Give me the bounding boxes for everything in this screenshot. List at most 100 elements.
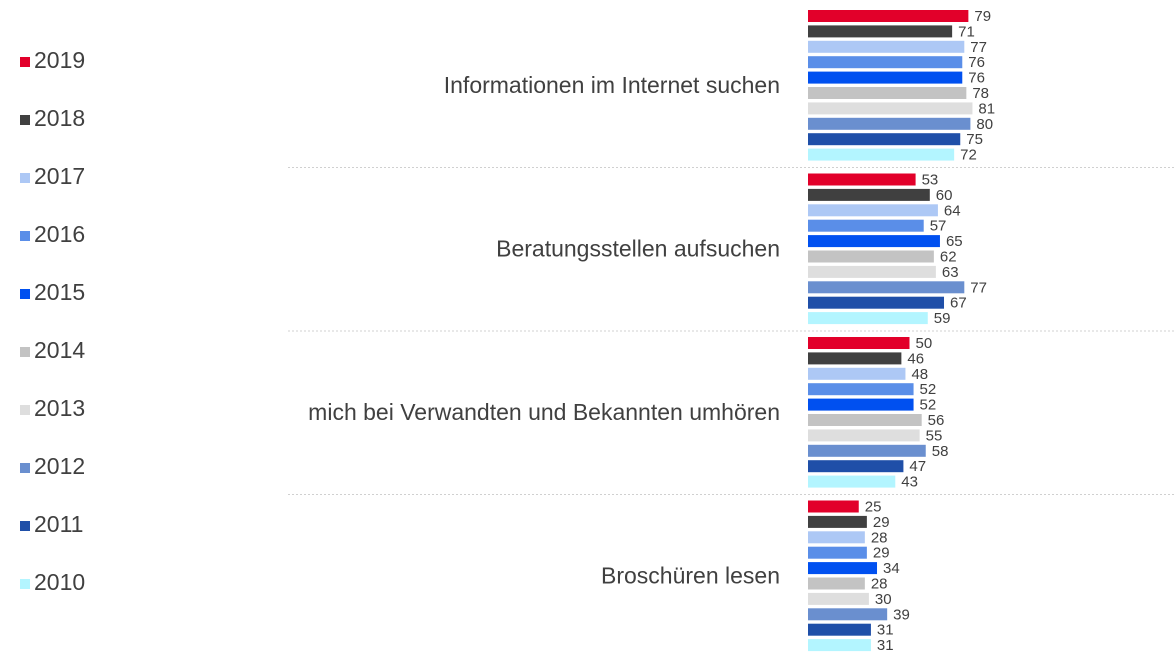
- bar: [808, 562, 878, 575]
- value-label: 48: [911, 366, 928, 383]
- bar: [808, 312, 928, 325]
- legend-swatch: [20, 173, 30, 183]
- value-label: 57: [930, 218, 947, 235]
- bar: [808, 204, 938, 217]
- bar: [808, 56, 963, 69]
- value-label: 60: [936, 187, 953, 204]
- value-label: 28: [871, 529, 888, 546]
- bar: [808, 460, 904, 473]
- value-label: 29: [873, 545, 890, 562]
- bar: [808, 71, 963, 84]
- value-label: 43: [901, 474, 918, 491]
- legend-label: 2015: [34, 279, 85, 305]
- value-label: 65: [946, 233, 963, 250]
- bar: [808, 265, 936, 278]
- legend-label: 2014: [34, 337, 85, 363]
- bar: [808, 25, 953, 38]
- bar: [808, 398, 914, 411]
- bar: [808, 296, 945, 309]
- bar: [808, 367, 906, 380]
- value-label: 47: [909, 458, 926, 475]
- bar: [808, 281, 965, 294]
- value-label: 31: [877, 637, 894, 652]
- value-label: 55: [926, 427, 943, 444]
- legend-label: 2016: [34, 221, 85, 247]
- bar: [808, 608, 888, 621]
- value-label: 56: [928, 412, 945, 429]
- bar: [808, 337, 910, 349]
- value-label: 63: [942, 264, 959, 281]
- value-label: 34: [883, 560, 900, 577]
- bar: [808, 173, 916, 186]
- bar: [808, 219, 924, 232]
- bar: [808, 475, 896, 488]
- legend-label: 2012: [34, 453, 85, 479]
- value-label: 46: [907, 350, 924, 367]
- legend-swatch: [20, 579, 30, 589]
- bar: [808, 352, 902, 365]
- bar: [808, 429, 920, 442]
- value-label: 75: [966, 131, 983, 148]
- bar: [808, 515, 867, 528]
- category-label: Informationen im Internet suchen: [444, 72, 780, 98]
- bar: [808, 133, 961, 146]
- bar: [808, 414, 922, 426]
- legend-swatch: [20, 231, 30, 241]
- value-label: 29: [873, 514, 890, 531]
- legend-swatch: [20, 521, 30, 531]
- value-label: 67: [950, 295, 967, 312]
- value-label: 78: [972, 85, 989, 102]
- value-label: 72: [960, 147, 977, 164]
- value-label: 31: [877, 622, 894, 639]
- bar: [808, 531, 865, 544]
- legend-swatch: [20, 347, 30, 357]
- bar: [808, 639, 871, 652]
- bar: [808, 577, 865, 590]
- value-label: 30: [875, 591, 892, 608]
- value-label: 71: [958, 23, 975, 40]
- legend-label: 2019: [34, 47, 85, 73]
- value-label: 53: [922, 171, 939, 188]
- value-label: 77: [970, 39, 987, 56]
- legend-label: 2010: [34, 569, 85, 595]
- bar: [808, 546, 867, 559]
- bar: [808, 102, 973, 115]
- value-label: 76: [968, 70, 985, 87]
- bar: [808, 592, 869, 605]
- category-label: Beratungsstellen aufsuchen: [496, 236, 780, 262]
- bar: [808, 40, 965, 53]
- value-label: 76: [968, 54, 985, 71]
- legend-swatch: [20, 57, 30, 67]
- bar: [808, 10, 969, 22]
- legend-swatch: [20, 115, 30, 125]
- value-label: 62: [940, 248, 957, 265]
- value-label: 25: [865, 498, 882, 515]
- bar: [808, 148, 955, 161]
- legend-label: 2018: [34, 105, 85, 131]
- legend-label: 2013: [34, 395, 85, 421]
- value-label: 39: [893, 606, 910, 623]
- value-label: 50: [916, 335, 933, 352]
- legend-swatch: [20, 289, 30, 299]
- bar: [808, 250, 934, 263]
- bar: [808, 235, 940, 248]
- legend-swatch: [20, 405, 30, 415]
- bar: [808, 87, 967, 99]
- category-label: Broschüren lesen: [601, 563, 780, 589]
- bar: [808, 623, 871, 636]
- value-label: 77: [970, 279, 987, 296]
- bar: [808, 500, 859, 513]
- value-label: 79: [974, 8, 991, 25]
- bar: [808, 444, 926, 457]
- legend-label: 2011: [34, 511, 83, 537]
- bar: [808, 383, 914, 396]
- value-label: 64: [944, 202, 961, 219]
- legend-swatch: [20, 463, 30, 473]
- value-label: 81: [978, 100, 995, 117]
- category-label: mich bei Verwandten und Bekannten umhöre…: [308, 399, 780, 425]
- value-label: 58: [932, 443, 949, 460]
- value-label: 80: [976, 116, 993, 133]
- value-label: 52: [920, 397, 937, 414]
- bar: [808, 117, 971, 130]
